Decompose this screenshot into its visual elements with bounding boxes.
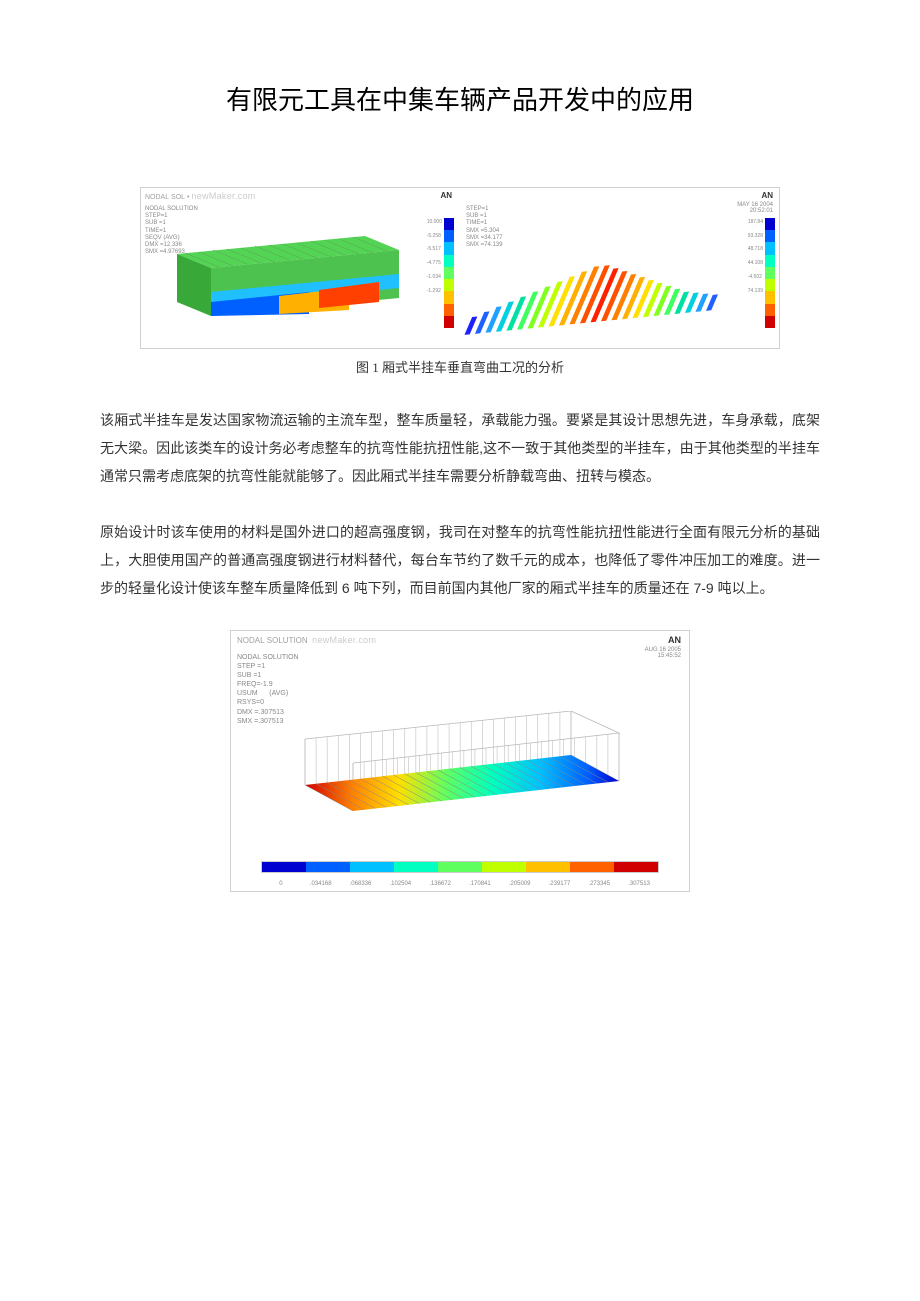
figure-2-watermark: NODAL SOLUTION newMaker.com: [237, 635, 376, 645]
figure-2-model: [291, 711, 631, 821]
right-colorbar: [765, 218, 775, 328]
paragraph-2: 原始设计时该车使用的材料是国外进口的超高强度钢，我司在对整车的抗弯性能抗扭性能进…: [100, 518, 820, 602]
panel-right-stats: STEP=1 SUB =1 TIME=1 SMX =5.304 SMX =34.…: [466, 206, 503, 249]
ansys-logo: AN: [668, 635, 681, 645]
figure-2-stats: NODAL SOLUTION STEP =1 SUB =1 FREQ=-1.9 …: [237, 653, 299, 726]
panel-right-stamp: MAY 16 2004 20:52:01: [737, 202, 773, 214]
figure-2: NODAL SOLUTION newMaker.com AN AUG 16 20…: [230, 630, 690, 892]
ansys-logo: AN: [440, 191, 452, 200]
figure-1-panels: NODAL SOL • newMaker.com AN NODAL SOLUTI…: [140, 187, 780, 349]
left-colorbar-labels: 10.000-5.258-5.517-4.775-1.034-1.292: [427, 216, 442, 298]
figure-2-colorbar: [261, 861, 659, 873]
paragraph-1: 该厢式半挂车是发达国家物流运输的主流车型，整车质量轻，承载能力强。要紧是其设计思…: [100, 406, 820, 490]
figure-1-right-panel: AN STEP=1 SUB =1 TIME=1 SMX =5.304 SMX =…: [462, 188, 779, 348]
figure-2-stamp: AUG 16 2005 15:45:52: [645, 647, 681, 659]
figure-2-panel: NODAL SOLUTION newMaker.com AN AUG 16 20…: [231, 631, 689, 891]
panel-watermark: NODAL SOL • newMaker.com: [145, 191, 256, 201]
figure-1-caption: 图 1 厢式半挂车垂直弯曲工况的分析: [100, 357, 820, 376]
figure-1: NODAL SOL • newMaker.com AN NODAL SOLUTI…: [140, 187, 780, 349]
right-panel-model: [464, 237, 757, 335]
left-panel-model: [169, 236, 405, 328]
page-title: 有限元工具在中集车辆产品开发中的应用: [100, 80, 820, 117]
right-colorbar-labels: 187.8493.32848.71844.108-4.50274.139: [748, 216, 763, 298]
figure-1-left-panel: NODAL SOL • newMaker.com AN NODAL SOLUTI…: [141, 188, 458, 348]
left-colorbar: [444, 218, 454, 328]
figure-2-colorbar-labels: 0.034168.068336.102504.136672.170841.205…: [261, 881, 659, 887]
ansys-logo: AN: [761, 191, 773, 200]
